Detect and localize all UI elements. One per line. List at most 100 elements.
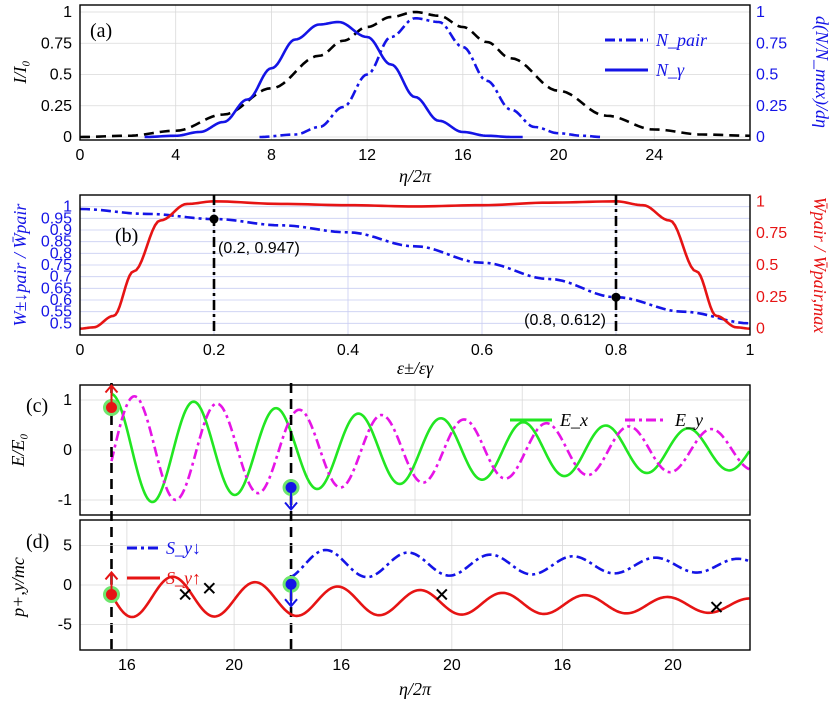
panel-b-ytick-left-minor-label: 0.95	[41, 210, 72, 227]
panel-d-xticks: 16 20 16 20 16 20	[118, 657, 682, 674]
panel-c-ex-line	[111, 392, 751, 504]
panel-b-ylabel-right: W̄pair / W̄pair,max	[810, 197, 830, 334]
panel-a-xlabel: η/2π	[399, 166, 432, 186]
panel-d-frame	[79, 519, 751, 651]
panel-b-xtick-label: 0.6	[471, 342, 493, 359]
legend-ex-label: E_x	[559, 410, 588, 430]
panel-d-xlabel: η/2π	[399, 679, 432, 699]
panel-b-ytick-left-minor-label: 0.75	[41, 257, 72, 274]
panel-a-ylabel-right: d(N/N_max)/dη	[811, 16, 830, 128]
panel-c: -1 0 1 (c) E/E₀ E_x E_y	[8, 383, 751, 650]
panel-b-ytick-left-label: 0.7	[50, 269, 72, 286]
panel-c-frame	[79, 384, 751, 516]
panel-b-series-1-line	[79, 200, 751, 330]
panel-b-ytick-left-minor-label: 0.85	[41, 234, 72, 251]
panel-b-ytick-right-label: 1	[756, 193, 765, 210]
panel-d-yticks: -5 0 5	[58, 538, 72, 634]
panel-a-label: (a)	[90, 20, 112, 42]
panel-d: 16 20 16 20 16 20 -5 0 5 (d) η/2π p+,y/mc S_y↓ …	[8, 519, 751, 699]
panel-d-cross-marker	[203, 582, 216, 594]
panel-a-xtick-label: 16	[454, 147, 472, 164]
panel-b-series-0-line	[79, 207, 751, 325]
panel-b-yticks-right: 0 0.25 0.5 0.75 1	[756, 193, 787, 337]
panel-a-legend: N_pair N_γ	[605, 30, 708, 80]
panel-b-label: (b)	[115, 225, 138, 247]
panel-c-legend: E_x E_y	[510, 410, 703, 430]
panel-a-xtick-label: 0	[76, 147, 85, 164]
panel-b-frame	[79, 194, 751, 336]
panel-a-ylabel-left: I/I₀	[10, 60, 30, 84]
panel-b-xtick-label: 0.8	[605, 342, 627, 359]
panel-b-ylabel-left: W±↓pair / W̄pair	[10, 203, 30, 327]
panel-d-xtick-label: 16	[332, 657, 350, 674]
panel-a-ytick-left-label: 1	[63, 4, 72, 21]
panel-a-series-1-line	[259, 16, 602, 139]
panel-b: 0 0.2 0.4 0.6 0.8 1 0.50.60.70.80.910.550.650…	[10, 193, 830, 378]
panel-a-ytick-right-label: 0.75	[756, 35, 787, 52]
panel-b-annotation-label: (0.8, 0.612)	[524, 312, 606, 329]
panel-c-ytick-label: -1	[58, 492, 72, 509]
panel-b-ytick-left-label: 0.5	[50, 315, 72, 332]
panel-a-xtick-label: 8	[267, 147, 276, 164]
panel-a-series	[79, 10, 751, 139]
panel-a-ytick-left-label: 0.75	[41, 35, 72, 52]
panel-b-annotations: (0.2, 0.947) (0.8, 0.612)	[209, 195, 621, 335]
panel-d-xtick-label: 20	[443, 657, 461, 674]
panel-b-annotation-point	[611, 292, 621, 302]
panel-a-ytick-right-label: 0.5	[756, 67, 778, 84]
panel-a-ytick-right-label: 0.25	[756, 98, 787, 115]
panel-c-ytick-label: 0	[63, 442, 72, 459]
panel-b-xtick-label: 1	[746, 342, 755, 359]
panel-d-spin-arrowhead	[284, 598, 298, 608]
panel-a-xtick-label: 20	[550, 147, 568, 164]
panel-b-ytick-left-minor-label: 0.55	[41, 304, 72, 321]
legend-ey-label: E_y	[674, 410, 703, 430]
panel-c-yticks: -1 0 1	[58, 392, 72, 509]
panel-a-yticks-left: 0 0.25 0.5 0.75 1	[41, 4, 72, 146]
legend-sydown-label: S_y↓	[166, 538, 201, 558]
panel-d-syup-line	[110, 575, 750, 619]
panel-a-series-2-line	[144, 20, 523, 139]
panel-a-ytick-left-label: 0	[63, 129, 72, 146]
panel-a-ytick-right-label: 0	[756, 129, 765, 146]
panel-c-spin-arrowhead	[104, 383, 119, 394]
panel-b-xticks: 0 0.2 0.4 0.6 0.8 1	[76, 342, 755, 359]
panel-b-yticks-left: 0.5 0.6 0.7 0.8 0.9 1 0.55 0.65 0.75 0.85 0.95	[41, 199, 72, 333]
panel-d-ytick-label: -5	[58, 616, 72, 633]
panel-c-series	[110, 392, 751, 504]
panel-c-grid	[80, 385, 750, 515]
panel-d-sydown-line	[290, 548, 750, 579]
panel-c-markers	[102, 383, 300, 650]
panel-a-series-0-line	[79, 10, 751, 139]
panel-d-series	[110, 548, 750, 619]
panel-d-ylabel: p+,y/mc	[8, 557, 28, 619]
panel-a-ytick-left-label: 0.5	[50, 67, 72, 84]
panel-a-ytick-right-label: 1	[756, 4, 765, 21]
panel-d-label: (d)	[26, 531, 49, 553]
panel-a-xtick-label: 24	[645, 147, 663, 164]
panel-b-ytick-left-label: 0.8	[50, 245, 72, 262]
panel-b-series	[79, 200, 751, 330]
panel-b-ytick-left-label: 0.6	[50, 292, 72, 309]
panel-b-ytick-right-label: 0	[756, 321, 765, 338]
panel-d-ytick-label: 5	[63, 538, 72, 555]
panel-b-ytick-right-label: 0.5	[756, 257, 778, 274]
panel-b-ytick-right-label: 0.75	[756, 225, 787, 242]
panel-b-ytick-left-minor-label: 0.65	[41, 280, 72, 297]
panel-d-cross-marker	[179, 588, 191, 601]
panel-d-xtick-label: 16	[118, 657, 136, 674]
panel-b-annotation-point	[209, 214, 219, 224]
panel-d-grid	[80, 520, 750, 650]
panel-a-grid	[79, 5, 750, 140]
panel-a-xticks: 0 4 8 12 16 20 24	[76, 147, 664, 164]
panel-b-xtick-label: 0.2	[203, 342, 225, 359]
panel-a-xtick-label: 4	[171, 147, 180, 164]
legend-npair-label: N_pair	[655, 30, 708, 50]
panel-d-xtick-label: 20	[225, 657, 243, 674]
panel-c-ylabel: E/E₀	[8, 433, 28, 467]
panel-d-cross-marker	[436, 588, 448, 601]
panel-c-ey-line	[110, 394, 750, 502]
panel-b-annotation-label: (0.2, 0.947)	[218, 240, 300, 257]
panel-d-xtick-label: 16	[554, 657, 572, 674]
